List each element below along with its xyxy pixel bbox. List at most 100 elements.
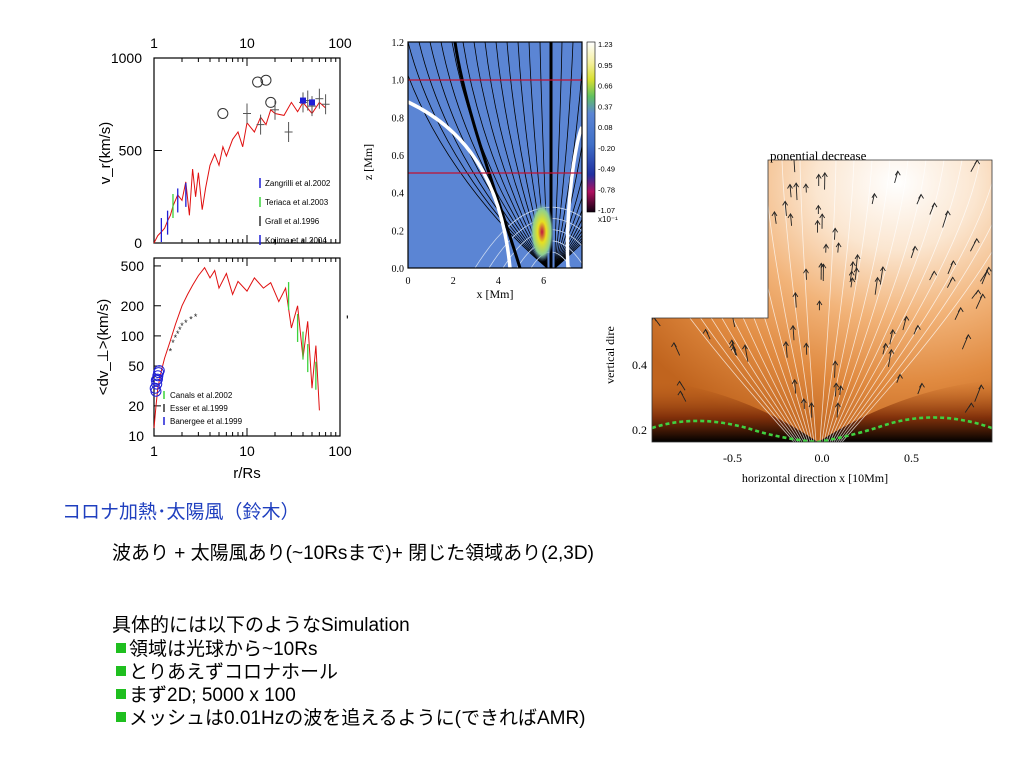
arrow-head-icon — [816, 300, 823, 306]
legend-label: Banergee et al.1999 — [170, 417, 243, 426]
arrow-head-icon — [803, 342, 810, 348]
arrow-head-icon — [931, 270, 938, 276]
colorbar-tick-label: -0.20 — [598, 144, 615, 153]
arrow-head-icon — [965, 333, 972, 340]
observation-point — [217, 108, 229, 119]
velocity-arrow — [836, 403, 839, 418]
flow-line — [825, 160, 891, 442]
y-tick-label: 10 — [128, 428, 144, 444]
y-tick-label: 0.2 — [632, 423, 647, 437]
field-line — [554, 177, 582, 268]
colorbar-tick-label: 0.95 — [598, 61, 613, 70]
y-axis-label: <dv_⊥>(km/s) — [95, 299, 112, 395]
bullet-square-icon — [116, 665, 126, 676]
velocity-arrow — [902, 316, 907, 331]
amplitude-chart: 1 10 100 10 20 50 100 200 500 <dv_⊥>(km/s) r/Rs… — [95, 257, 352, 482]
arrow-head-icon — [677, 390, 684, 396]
arrow-head-icon — [783, 340, 789, 347]
bullet-text: 領域は光球から~10Rs — [129, 639, 318, 660]
summary-line: 波あり + 太陽風あり(~10Rsまで)+ 閉じた領域あり(2,3D) — [112, 543, 594, 564]
highlight-field-line — [408, 100, 512, 268]
flow-line — [827, 160, 909, 442]
intro-line: 具体的には以下のようなSimulation — [112, 615, 410, 636]
arrow-head-icon — [800, 398, 807, 404]
flow-line — [821, 160, 855, 442]
arrow-head-icon — [854, 253, 861, 260]
flow-line — [819, 160, 837, 442]
observation-point — [265, 96, 277, 108]
arrow-head-icon — [871, 192, 878, 199]
arrow-head-icon — [808, 402, 815, 408]
observation-point: * — [174, 333, 178, 343]
velocity-arrow — [855, 254, 858, 271]
observation-point — [150, 374, 162, 386]
y-tick-label: 0.4 — [632, 358, 647, 372]
bullet-square-icon — [116, 688, 126, 699]
arrow-head-icon — [850, 261, 856, 267]
arrow-head-icon — [771, 211, 778, 217]
arrow-head-icon — [888, 348, 895, 354]
highlight-field-line — [565, 126, 582, 268]
observation-point: * — [189, 315, 193, 325]
field-line — [554, 143, 582, 268]
flow-map-background — [652, 160, 992, 442]
legend-label: Kojima et al.2004 — [265, 236, 327, 245]
colorbar-tick-label: -0.49 — [598, 165, 615, 174]
arrow-head-icon — [918, 193, 924, 199]
bullet-text: とりあえずコロナホール — [129, 662, 339, 683]
observation-point: * — [171, 338, 175, 348]
flow-line — [823, 160, 873, 442]
arrow-head-icon — [782, 200, 788, 206]
velocity-arrow — [889, 329, 894, 345]
velocity-arrow — [879, 266, 884, 285]
arrow-head-icon — [835, 402, 841, 408]
x-tick-label: 2 — [451, 276, 456, 287]
field-line — [554, 209, 582, 268]
arrow-head-icon — [819, 213, 826, 219]
observation-point: * — [180, 321, 184, 331]
flow-map-frame — [651, 159, 993, 443]
x-tick-label: 6 — [541, 276, 546, 287]
arrow-head-icon — [975, 289, 982, 295]
field-line — [554, 65, 582, 268]
x-tick-label: 1 — [150, 35, 158, 51]
observation-point: * — [178, 325, 182, 335]
thick-field-line — [453, 42, 522, 268]
arrow-head-icon — [742, 344, 748, 350]
flow-line — [781, 160, 815, 442]
observation-point — [153, 365, 165, 377]
arrow-head-icon — [950, 260, 957, 266]
field-line — [554, 240, 582, 268]
arrow-head-icon — [823, 243, 829, 249]
arrow-head-icon — [793, 182, 800, 188]
y-tick-label: 1.2 — [392, 38, 405, 49]
flow-line — [831, 160, 945, 442]
velocity-arrow — [785, 341, 788, 358]
arrow-head-icon — [832, 227, 839, 233]
y-tick-label: 0.6 — [392, 151, 405, 162]
velocity-arrow — [894, 171, 899, 184]
bullet-square-icon — [116, 711, 126, 722]
flow-simulation-map: ponential decrease vertical dire 0.40.2 … — [603, 148, 993, 485]
arrow-head-icon — [833, 382, 840, 388]
arrow-head-icon — [978, 384, 985, 390]
flow-line — [841, 160, 992, 442]
stray-mark: ' — [346, 312, 349, 328]
velocity-arrow — [790, 213, 793, 226]
map-title-fragment: ponential decrease — [770, 148, 867, 163]
velocity-arrow — [835, 383, 837, 397]
flow-line — [652, 160, 799, 442]
field-line — [554, 218, 582, 268]
bullet-item: まず2D; 5000 x 100 — [116, 680, 296, 707]
arrow-head-icon — [848, 270, 855, 276]
arrow-head-icon — [949, 276, 956, 282]
velocity-arrow — [854, 268, 858, 280]
velocity-arrow — [974, 384, 982, 402]
velocity-arrow — [744, 345, 749, 362]
flow-line — [833, 160, 963, 442]
velocity-arrow — [795, 183, 798, 201]
arrow-head-icon — [968, 402, 975, 408]
velocity-arrow — [910, 246, 916, 259]
observation-point: * — [176, 329, 180, 339]
observation-point — [260, 74, 272, 86]
